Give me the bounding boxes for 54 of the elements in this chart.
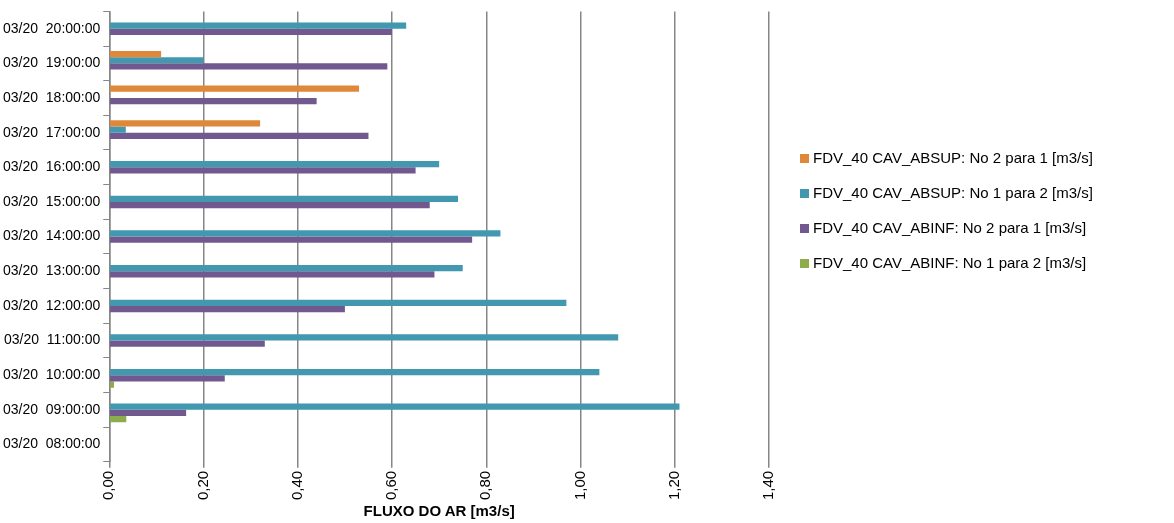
bar — [110, 299, 567, 306]
bar — [110, 195, 458, 202]
bar — [110, 126, 126, 133]
x-axis-title: FLUXO DO AR [m3/s] — [363, 502, 515, 520]
y-tick-label: 03/20 10:00:00 — [3, 366, 101, 383]
bar — [110, 265, 463, 272]
bar — [110, 236, 473, 243]
y-tick-label: 03/20 19:00:00 — [3, 54, 101, 71]
x-tick-label: 0,20 — [193, 470, 211, 501]
bar — [110, 334, 619, 341]
bar — [110, 167, 416, 174]
bar — [110, 132, 369, 139]
x-tick-label: 1,40 — [759, 470, 777, 501]
bar — [110, 305, 345, 313]
y-tick-label: 03/20 16:00:00 — [3, 158, 101, 175]
x-tick-label: 0,40 — [287, 470, 305, 501]
bar — [110, 57, 204, 64]
bar — [110, 201, 430, 209]
bar — [110, 271, 435, 278]
y-tick-label: 03/20 11:00:00 — [4, 331, 101, 348]
bar — [110, 381, 115, 388]
y-tick-label: 03/20 18:00:00 — [3, 88, 101, 105]
bar — [110, 120, 261, 127]
x-tick-label: 0,60 — [382, 470, 400, 501]
bar — [110, 368, 600, 376]
bar — [110, 416, 127, 423]
bar — [110, 22, 407, 29]
legend-label: FDV_40 CAV_ABINF: No 2 para 1 [m3/s] — [813, 219, 1087, 236]
x-tick-label: 0,00 — [99, 470, 117, 501]
legend-label: FDV_40 CAV_ABINF: No 1 para 2 [m3/s] — [813, 254, 1087, 271]
y-tick-label: 03/20 09:00:00 — [3, 400, 101, 417]
y-tick-label: 03/20 13:00:00 — [3, 262, 101, 279]
bar — [110, 85, 360, 92]
bar — [110, 375, 225, 382]
bar — [110, 230, 501, 237]
bar — [110, 161, 440, 168]
y-tick-label: 03/20 15:00:00 — [3, 192, 101, 209]
bar — [110, 409, 187, 417]
x-tick-label: 1,20 — [664, 470, 682, 501]
bar — [110, 340, 265, 347]
bar — [110, 403, 680, 410]
y-tick-label: 03/20 17:00:00 — [3, 123, 101, 140]
y-tick-label: 03/20 08:00:00 — [3, 435, 101, 452]
x-tick-label: 0,80 — [476, 470, 494, 501]
bar — [110, 28, 393, 35]
y-tick-label: 03/20 14:00:00 — [3, 227, 101, 244]
bar — [110, 98, 317, 105]
y-tick-label: 03/20 12:00:00 — [3, 296, 101, 313]
y-tick-label: 03/20 20:00:00 — [3, 19, 101, 36]
legend-label: FDV_40 CAV_ABSUP: No 1 para 2 [m3/s] — [813, 184, 1093, 201]
bar — [110, 50, 162, 58]
x-tick-label: 1,00 — [570, 470, 588, 501]
legend-label: FDV_40 CAV_ABSUP: No 2 para 1 [m3/s] — [813, 149, 1093, 166]
bar — [110, 63, 388, 70]
